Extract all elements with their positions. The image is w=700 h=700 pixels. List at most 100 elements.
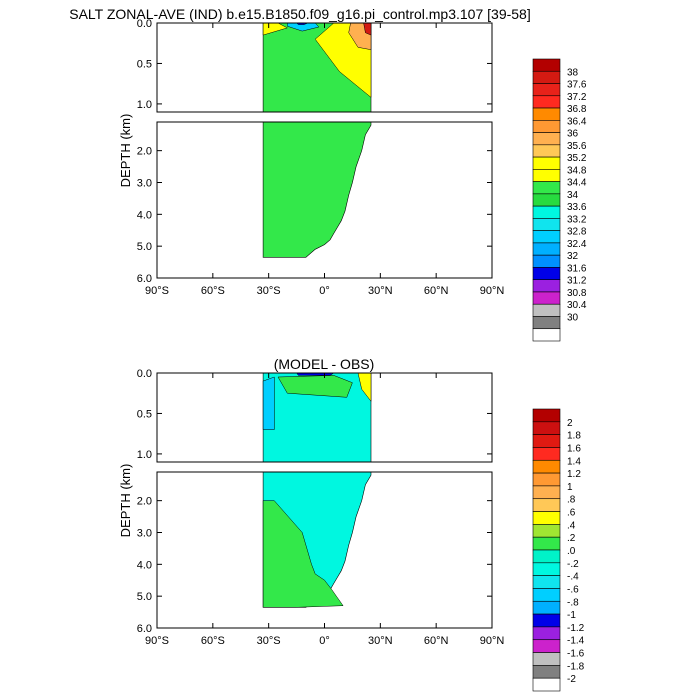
- colorbar-swatch: [532, 652, 561, 666]
- y-axis-label: DEPTH (km): [118, 464, 133, 538]
- colorbar-swatch: [532, 421, 561, 435]
- y-tick-label: 0.5: [137, 408, 152, 420]
- basin-fill: [262, 122, 372, 258]
- colorbar-swatch: [532, 303, 561, 317]
- colorbar-swatch: [532, 498, 561, 512]
- colorbar-swatch: [532, 626, 561, 641]
- colorbar-label: -.8: [567, 597, 579, 608]
- colorbar-label: 37.6: [567, 80, 587, 91]
- y-tick-label: 5.0: [137, 241, 152, 253]
- colorbar-swatch: [532, 316, 561, 330]
- contour-region-northern-yellow: [357, 373, 372, 403]
- y-tick-label: 2.0: [137, 496, 152, 508]
- colorbar-swatch: [532, 267, 561, 280]
- colorbar-swatch: [532, 242, 561, 256]
- colorbar-swatch: [532, 677, 561, 692]
- colorbar-label: 33.6: [567, 202, 587, 213]
- colorbar-label: 1.6: [567, 443, 581, 454]
- y-tick-label: 1.0: [137, 99, 152, 111]
- colorbar-label: -1.2: [567, 623, 585, 634]
- colorbar-label: 32.8: [567, 227, 587, 238]
- colorbar-label: 32.4: [567, 239, 587, 250]
- x-tick-label: 60°S: [201, 635, 225, 647]
- colorbar-label: 36.4: [567, 116, 587, 127]
- colorbar-label: 36: [567, 129, 579, 140]
- colorbar-label: 2: [567, 418, 573, 429]
- colorbar-swatch: [532, 524, 561, 538]
- colorbar-label: .0: [567, 546, 576, 557]
- y-axis-label: DEPTH (km): [118, 114, 133, 188]
- x-tick-label: 30°N: [368, 635, 393, 647]
- colorbar-swatch: [532, 459, 561, 474]
- colorbar-swatch: [532, 70, 561, 84]
- colorbar-label: 35.6: [567, 141, 587, 152]
- colorbar-label: -2: [567, 674, 576, 685]
- colorbar-label: .8: [567, 495, 576, 506]
- colorbar-label: 1: [567, 482, 573, 493]
- x-tick-label: 60°S: [201, 285, 225, 297]
- contour-region-deep-positive: [262, 500, 344, 608]
- colorbar-label: 34.8: [567, 165, 587, 176]
- y-tick-label: 2.0: [137, 146, 152, 158]
- colorbar-swatch: [532, 291, 561, 305]
- colorbar-swatch: [532, 132, 561, 146]
- colorbar-label: -.4: [567, 572, 579, 583]
- chart-title: (MODEL - OBS): [274, 356, 375, 372]
- contour-region-arabian-sea-peak: [363, 23, 372, 36]
- colorbar-swatch: [532, 600, 561, 615]
- colorbar-swatch: [532, 575, 561, 589]
- colorbar-swatch: [532, 83, 561, 97]
- colorbar-label: 34.4: [567, 178, 587, 189]
- colorbar-swatch: [532, 218, 561, 231]
- colorbar-swatch: [532, 279, 561, 293]
- y-tick-label: 4.0: [137, 559, 152, 571]
- colorbar-swatch: [532, 193, 561, 207]
- colorbar-label: 36.8: [567, 104, 587, 115]
- colorbar-swatch: [532, 665, 561, 679]
- colorbar-swatch: [532, 549, 561, 564]
- x-tick-label: 60°N: [424, 635, 449, 647]
- x-tick-label: 30°N: [368, 285, 393, 297]
- colorbar-label: -1.4: [567, 636, 585, 647]
- colorbar-swatch: [532, 156, 561, 170]
- colorbar-label: -1: [567, 610, 576, 621]
- colorbar-label: -.6: [567, 584, 579, 595]
- colorbar-swatch: [532, 511, 561, 525]
- y-tick-label: 3.0: [137, 527, 152, 539]
- colorbar-label: 1.4: [567, 456, 581, 467]
- colorbar-label: .6: [567, 508, 576, 519]
- colorbar-label: 1.8: [567, 431, 581, 442]
- y-tick-label: 0.0: [137, 18, 152, 30]
- colorbar-swatch: [532, 434, 561, 448]
- x-tick-label: 30°S: [257, 285, 281, 297]
- colorbar-swatch: [532, 639, 561, 653]
- colorbar-label: .2: [567, 533, 576, 544]
- colorbar-swatch: [532, 107, 561, 121]
- y-tick-label: 1.0: [137, 449, 152, 461]
- x-tick-label: 90°N: [480, 635, 505, 647]
- colorbar-label: 31.6: [567, 263, 587, 274]
- chart-panel-1: SALT ZONAL-AVE (IND) b.e15.B1850.f09_g16…: [69, 6, 587, 342]
- colorbar-swatch: [532, 254, 561, 268]
- colorbar-label: -1.6: [567, 649, 585, 660]
- chart-panel-2: (MODEL - OBS) 90°S 60°S 30°S 0° 30°N 60°N 90°N 0…: [118, 356, 585, 692]
- colorbar-label: .4: [567, 520, 576, 531]
- colorbar-swatch: [532, 205, 561, 219]
- colorbar-label: 30.8: [567, 288, 587, 299]
- colorbar-swatch: [532, 95, 561, 109]
- colorbar-label: 34: [567, 190, 579, 201]
- y-tick-label: 6.0: [137, 273, 152, 285]
- contour-region-fresh-upper-core: [287, 23, 320, 32]
- colorbar-label: 31.2: [567, 276, 587, 287]
- y-tick-label: 5.0: [137, 591, 152, 603]
- x-tick-label: 90°S: [145, 635, 169, 647]
- colorbar-label: -1.8: [567, 661, 585, 672]
- contour-region-western-negative: [262, 376, 275, 430]
- x-tick-label: 30°S: [257, 635, 281, 647]
- colorbar: 3837.637.236.836.43635.635.234.834.43433…: [532, 58, 587, 342]
- colorbar-swatch: [532, 562, 561, 576]
- colorbar-label: 30: [567, 312, 579, 323]
- y-tick-label: 6.0: [137, 623, 152, 635]
- y-tick-label: 0.5: [137, 58, 152, 70]
